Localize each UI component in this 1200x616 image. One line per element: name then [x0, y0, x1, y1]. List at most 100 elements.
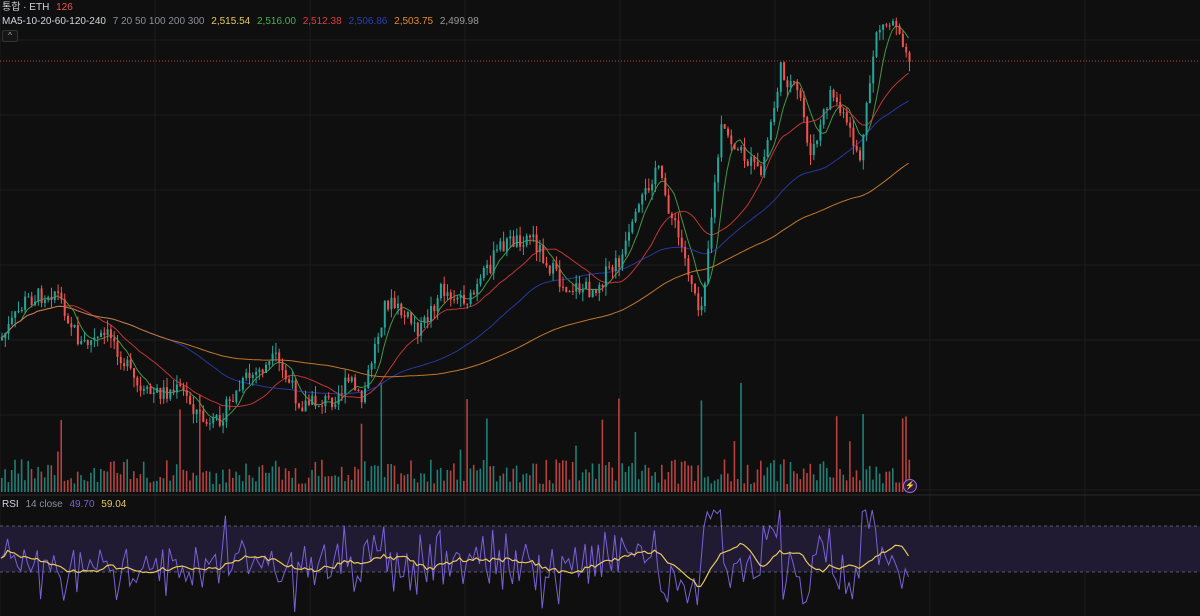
volume-bar	[265, 472, 267, 492]
candle-body	[855, 145, 858, 151]
candle-body	[842, 112, 845, 114]
volume-bar	[43, 477, 46, 492]
volume-bar	[888, 471, 891, 492]
candle-body	[24, 296, 27, 310]
candle-body	[472, 292, 475, 295]
volume-bar	[783, 459, 785, 492]
candle-body	[387, 300, 390, 310]
candle-body	[185, 390, 188, 396]
candle-body	[667, 195, 670, 214]
candle-body	[779, 62, 782, 92]
candle-body	[710, 217, 713, 249]
candle-body	[377, 336, 380, 345]
volume-bar	[175, 464, 178, 492]
volume-bar	[199, 394, 201, 492]
candle-body	[350, 377, 353, 382]
candle-body	[783, 62, 786, 81]
volume-bar	[525, 473, 528, 492]
ma-line	[0, 25, 909, 422]
candle-body	[595, 290, 597, 293]
volume-bar	[63, 480, 66, 492]
candle-body	[601, 284, 604, 287]
candle-body	[697, 293, 700, 311]
candle-body	[690, 275, 693, 285]
volume-bar	[50, 465, 53, 492]
volume-bar	[717, 479, 719, 492]
volume-bar	[439, 467, 442, 492]
candle-body	[505, 238, 508, 252]
volume-bar	[238, 475, 241, 492]
volume-bar	[258, 466, 260, 492]
volume-bar	[565, 460, 567, 492]
volume-bar	[901, 418, 904, 492]
volume-bar	[670, 460, 673, 492]
candle-body	[608, 266, 611, 268]
volume-bar	[585, 469, 587, 492]
candle-body	[657, 166, 660, 168]
candle-body	[238, 389, 241, 391]
volume-bar	[657, 482, 660, 492]
volume-bar	[680, 461, 683, 492]
volume-bar	[166, 460, 168, 492]
candle-body	[799, 90, 802, 98]
candle-body	[142, 388, 145, 391]
volume-bar	[743, 483, 746, 492]
candle-body	[159, 388, 162, 399]
volume-bar	[172, 475, 175, 492]
flash-icon[interactable]: ⚡	[903, 479, 917, 493]
candle-body	[829, 90, 832, 110]
volume-bar	[215, 473, 218, 492]
ma-value-5: 2,503.75	[394, 16, 434, 27]
candle-body	[175, 384, 178, 393]
candle-body	[499, 241, 502, 250]
candle-body	[486, 264, 489, 269]
rsi-legend-title[interactable]: RSI	[2, 499, 19, 510]
volume-bar	[611, 467, 614, 492]
volume-bar	[106, 471, 109, 492]
candle-body	[852, 127, 855, 146]
candle-body	[406, 311, 409, 317]
rsi-lines	[0, 508, 910, 613]
collapse-legend-button[interactable]: ^	[2, 30, 18, 42]
candle-body	[271, 353, 274, 362]
volume-bar	[146, 477, 148, 492]
candle-body	[469, 292, 472, 305]
volume-bar	[713, 480, 716, 492]
volume-bar	[779, 464, 782, 492]
volume-bar	[169, 480, 171, 492]
volume-bar	[654, 472, 656, 492]
candle-body	[515, 235, 518, 247]
volume-bar	[898, 482, 901, 492]
candle-body	[311, 395, 314, 405]
candle-body	[152, 392, 155, 394]
candle-body	[819, 124, 822, 141]
candle-body	[119, 356, 122, 364]
candle-body	[700, 305, 703, 311]
volume-bar	[67, 480, 69, 492]
volume-bar	[96, 481, 99, 492]
volume-bar	[126, 459, 128, 492]
volume-bar	[113, 461, 115, 492]
volume-bar	[162, 478, 165, 492]
candle-body	[222, 421, 225, 426]
candle-body	[212, 417, 215, 424]
volume-bar	[17, 473, 20, 492]
ma-legend-title[interactable]: MA5-10-20-60-120-240	[2, 16, 106, 27]
symbol-label[interactable]: 통합 · ETH	[2, 2, 50, 13]
volume-bar	[763, 475, 765, 492]
candle-body	[888, 25, 891, 27]
volume-bar	[436, 469, 439, 492]
volume-bar	[733, 441, 736, 492]
candle-body	[37, 288, 40, 302]
volume-bar	[123, 461, 125, 492]
volume-bar	[284, 468, 287, 492]
volume-bar	[185, 470, 188, 492]
candle-body	[149, 386, 152, 394]
volume-bar	[410, 460, 412, 492]
volume-bar	[697, 465, 699, 492]
volume-bar	[57, 451, 59, 492]
volume-bar	[235, 471, 237, 492]
volume-bar	[116, 472, 119, 492]
candle-body	[674, 218, 677, 221]
